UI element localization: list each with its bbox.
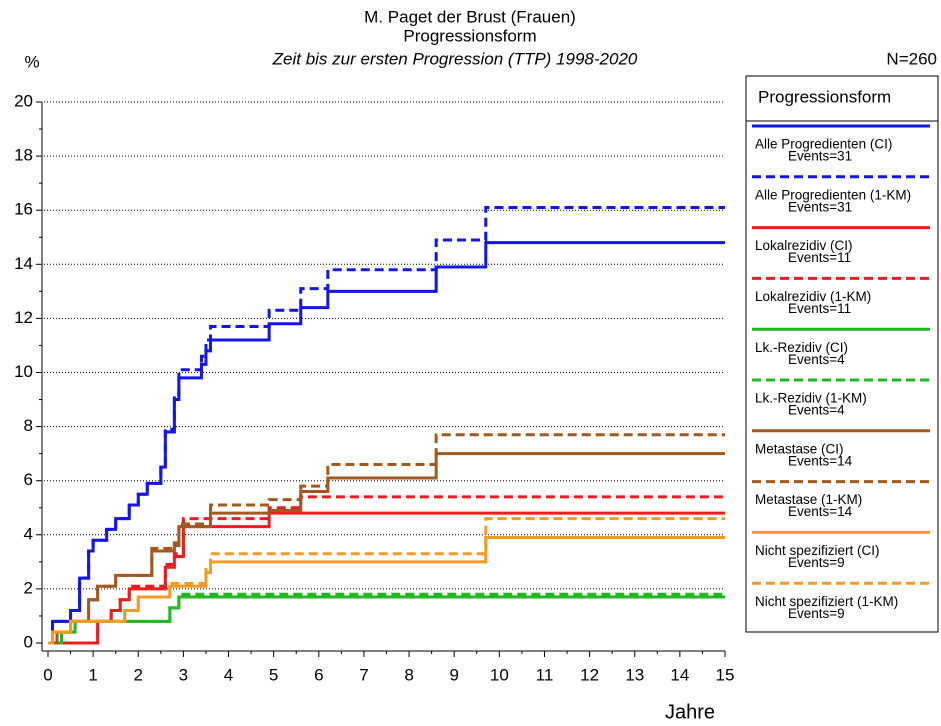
x-tick-label: 12	[580, 665, 599, 684]
x-tick-label: 4	[224, 665, 233, 684]
step-line	[48, 517, 725, 645]
chart-title: Progressionsform	[403, 26, 536, 45]
legend-events: Events=14	[788, 504, 853, 519]
y-tick-label: 0	[24, 632, 33, 651]
n-label: N=260	[886, 49, 937, 68]
y-tick-label: 6	[24, 470, 33, 489]
step-line	[48, 433, 725, 645]
x-tick-label: 9	[449, 665, 458, 684]
x-tick-label: 2	[134, 665, 143, 684]
legend-label: Metastase (CI)	[755, 441, 844, 456]
y-tick-label: 16	[14, 200, 33, 219]
subtitle: Zeit bis zur ersten Progression (TTP) 19…	[272, 49, 638, 68]
x-tick-label: 14	[670, 665, 689, 684]
legend-label: Alle Progredienten (CI)	[755, 137, 892, 152]
y-axis-label: %	[24, 52, 39, 71]
x-tick-label: 6	[314, 665, 323, 684]
legend-label: Lk.-Rezidiv (1-KM)	[755, 391, 867, 406]
x-tick-label: 1	[88, 665, 97, 684]
legend-events: Events=11	[788, 301, 851, 316]
legend-label: Lokalrezidiv (1-KM)	[755, 289, 871, 304]
legend-label: Nicht spezifiziert (CI)	[755, 543, 880, 558]
y-tick-label: 12	[14, 308, 33, 327]
x-tick-label: 8	[404, 665, 413, 684]
y-tick-label: 10	[14, 362, 33, 381]
x-tick-label: 3	[179, 665, 188, 684]
y-tick-label: 14	[14, 254, 33, 273]
legend-label: Lokalrezidiv (CI)	[755, 238, 853, 253]
x-tick-label: 11	[536, 665, 554, 684]
x-tick-label: 7	[359, 665, 368, 684]
legend-label: Nicht spezifiziert (1-KM)	[755, 594, 898, 609]
legend-events: Events=4	[788, 403, 845, 418]
step-line	[48, 592, 725, 645]
step-line	[48, 511, 725, 645]
y-tick-label: 18	[14, 146, 33, 165]
y-tick-label: 4	[24, 524, 33, 543]
x-axis-label: Jahre	[665, 701, 715, 723]
legend-events: Events=14	[788, 453, 853, 468]
y-tick-label: 20	[14, 91, 33, 110]
legend-events: Events=31	[788, 149, 852, 164]
x-tick-label: 13	[625, 665, 644, 684]
legend-events: Events=11	[788, 250, 851, 265]
legend-label: Metastase (1-KM)	[755, 492, 862, 507]
legend-events: Events=4	[788, 352, 845, 367]
legend-events: Events=9	[788, 555, 845, 570]
legend-box	[745, 75, 939, 633]
x-tick-label: 15	[716, 665, 735, 684]
step-line	[48, 205, 725, 645]
legend-events: Events=9	[788, 606, 845, 621]
supertitle: M. Paget der Brust (Frauen)	[364, 7, 576, 26]
x-tick-label: 0	[43, 665, 52, 684]
legend-title: Progressionsform	[758, 87, 891, 106]
x-tick-label: 10	[490, 665, 509, 684]
y-tick-label: 8	[24, 416, 33, 435]
y-tick-label: 2	[24, 578, 33, 597]
x-tick-label: 5	[269, 665, 278, 684]
legend-label: Alle Progredienten (1-KM)	[755, 187, 911, 202]
step-line	[48, 241, 725, 645]
legend-label: Lk.-Rezidiv (CI)	[755, 340, 848, 355]
legend-events: Events=31	[788, 199, 852, 214]
step-line	[48, 595, 725, 645]
